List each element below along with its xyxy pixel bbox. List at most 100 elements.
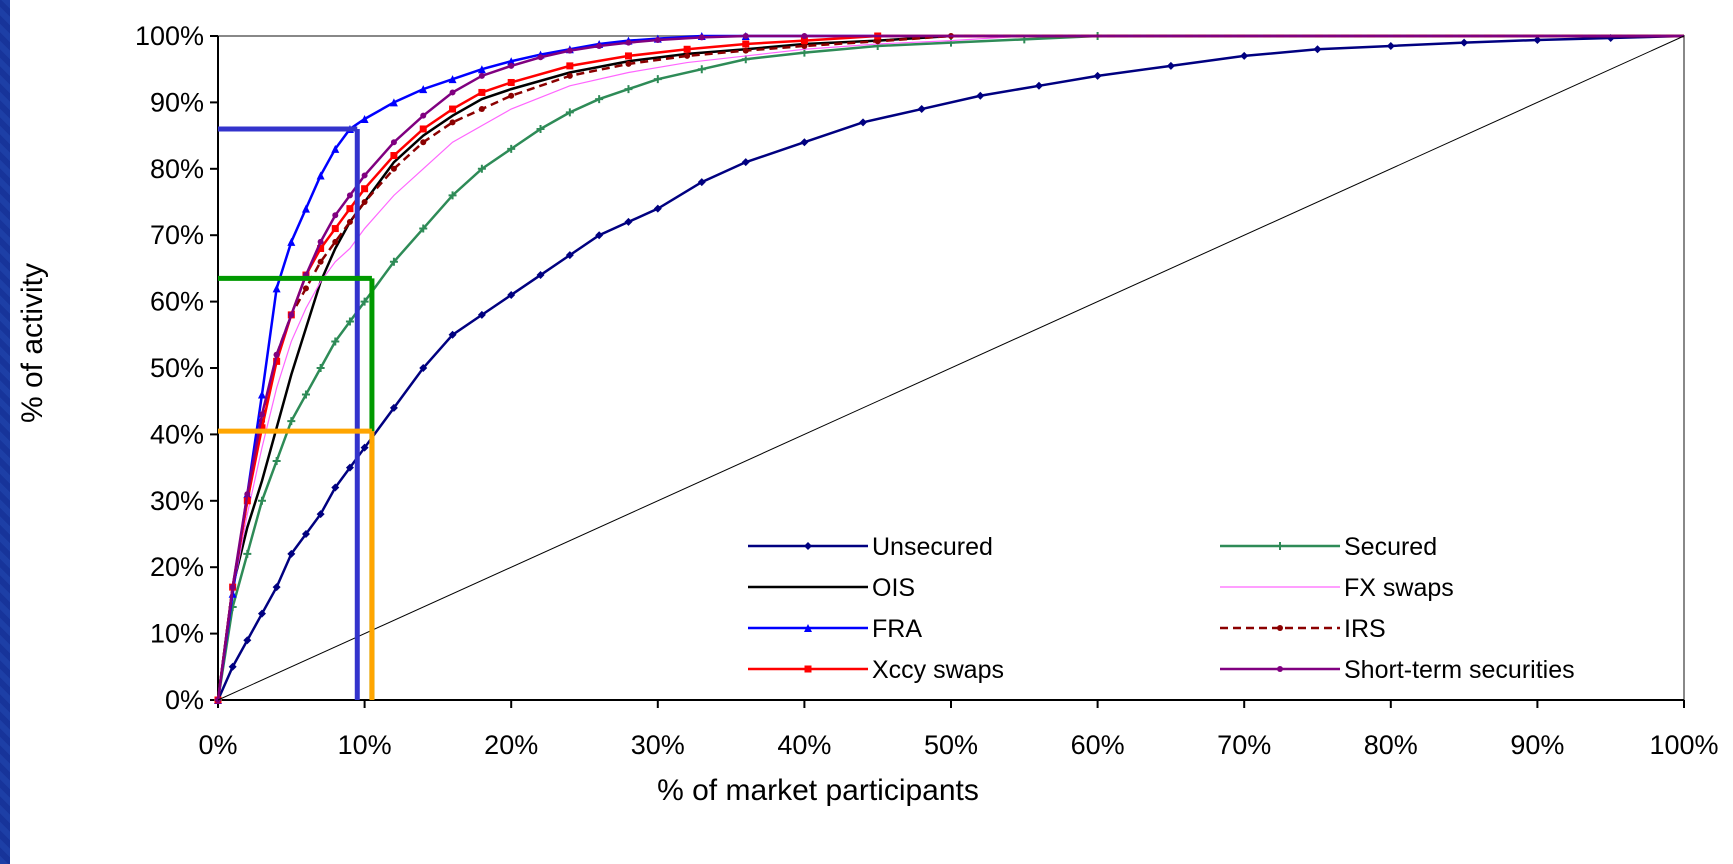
- data-point: [478, 106, 485, 113]
- data-point: [566, 47, 573, 54]
- data-point: [301, 204, 310, 213]
- x-tick-label: 100%: [1649, 730, 1718, 760]
- y-tick-label: 20%: [150, 552, 204, 582]
- series-line: [217, 35, 1684, 701]
- reference-lines: [218, 126, 375, 700]
- series-diagonal: [217, 35, 1685, 701]
- data-point: [244, 491, 251, 498]
- data-point: [478, 88, 486, 96]
- series-ois: [216, 34, 1684, 701]
- data-point: [477, 310, 486, 319]
- data-point: [508, 62, 515, 69]
- data-point: [360, 443, 369, 452]
- data-point: [624, 217, 633, 226]
- data-point: [243, 549, 252, 558]
- data-point: [228, 662, 237, 671]
- data-point: [741, 158, 750, 167]
- legend-marker: [1277, 625, 1283, 631]
- data-point: [800, 138, 809, 147]
- data-point: [301, 390, 310, 399]
- data-point: [625, 39, 632, 46]
- data-point: [565, 108, 574, 117]
- data-point: [537, 54, 544, 61]
- data-point: [317, 258, 324, 265]
- data-point: [317, 244, 325, 252]
- data-point: [331, 225, 339, 233]
- data-point: [258, 411, 265, 418]
- data-point: [272, 284, 281, 293]
- data-point: [345, 463, 354, 472]
- data-point: [947, 38, 955, 47]
- data-point: [346, 192, 353, 199]
- data-point: [301, 530, 310, 538]
- data-point: [273, 351, 280, 358]
- legend-label: IRS: [1344, 615, 1386, 643]
- data-point: [389, 403, 398, 412]
- data-point: [742, 33, 749, 39]
- data-point: [1460, 38, 1469, 47]
- data-point: [272, 583, 281, 592]
- data-point: [273, 357, 281, 365]
- series-unsecured: [214, 33, 1685, 704]
- data-point: [874, 38, 881, 45]
- data-point: [653, 75, 662, 84]
- data-point: [742, 47, 749, 54]
- data-point: [316, 171, 325, 180]
- data-point: [1034, 81, 1043, 90]
- data-point: [507, 57, 516, 66]
- data-point: [449, 105, 457, 113]
- data-point: [257, 609, 266, 618]
- data-point: [316, 364, 325, 372]
- data-point: [390, 152, 398, 160]
- y-axis-title: % of activity: [16, 263, 49, 423]
- legend-marker: [804, 665, 812, 673]
- data-point: [331, 144, 340, 153]
- data-point: [507, 78, 515, 86]
- series-line: [216, 34, 1684, 701]
- data-point: [1093, 71, 1102, 80]
- y-tick-label: 70%: [150, 220, 204, 250]
- data-point: [801, 42, 808, 49]
- legend-item: Xccy swaps: [748, 656, 1004, 684]
- data-point: [229, 584, 236, 591]
- data-point: [360, 115, 369, 123]
- x-tick-label: 50%: [924, 730, 978, 760]
- data-point: [419, 125, 427, 133]
- x-tick-label: 60%: [1071, 730, 1125, 760]
- data-point: [697, 178, 706, 187]
- legend-marker: [804, 542, 812, 550]
- x-tick-label: 0%: [198, 730, 237, 760]
- legend-label: Short-term securities: [1344, 656, 1575, 684]
- data-point: [1533, 35, 1542, 44]
- y-tick-label: 90%: [150, 87, 204, 117]
- data-point: [449, 89, 456, 96]
- data-point: [302, 285, 309, 292]
- data-point: [420, 139, 427, 146]
- data-point: [389, 257, 398, 266]
- data-point: [257, 390, 266, 399]
- data-point: [478, 72, 485, 79]
- legend-item: Unsecured: [748, 533, 993, 561]
- data-point: [361, 199, 368, 205]
- chart-panel: 0% 10% 20% 30% 40% 50% 60% 70% 80% 90% 100% 0% 10% 20…: [10, 0, 1733, 864]
- chart-svg: 0% 10% 20% 30% 40% 50% 60% 70% 80% 90% 100% 0% 10% 20…: [16, 21, 1719, 807]
- y-tick-label: 10%: [150, 619, 204, 649]
- legend-item: IRS: [1220, 615, 1386, 643]
- data-point: [331, 483, 340, 492]
- data-point: [272, 456, 281, 465]
- data-point: [698, 34, 705, 41]
- data-point: [288, 311, 295, 318]
- data-point: [624, 85, 633, 94]
- data-point: [448, 75, 457, 84]
- data-point: [448, 330, 457, 339]
- data-point: [566, 72, 573, 79]
- x-tick-label: 20%: [484, 730, 538, 760]
- data-point: [1386, 41, 1395, 50]
- data-point: [361, 172, 368, 179]
- data-point: [287, 549, 296, 558]
- data-point: [741, 55, 750, 64]
- x-tick-label: 10%: [338, 730, 392, 760]
- data-point: [595, 95, 604, 104]
- data-point: [917, 105, 926, 114]
- reference-line: [218, 428, 375, 700]
